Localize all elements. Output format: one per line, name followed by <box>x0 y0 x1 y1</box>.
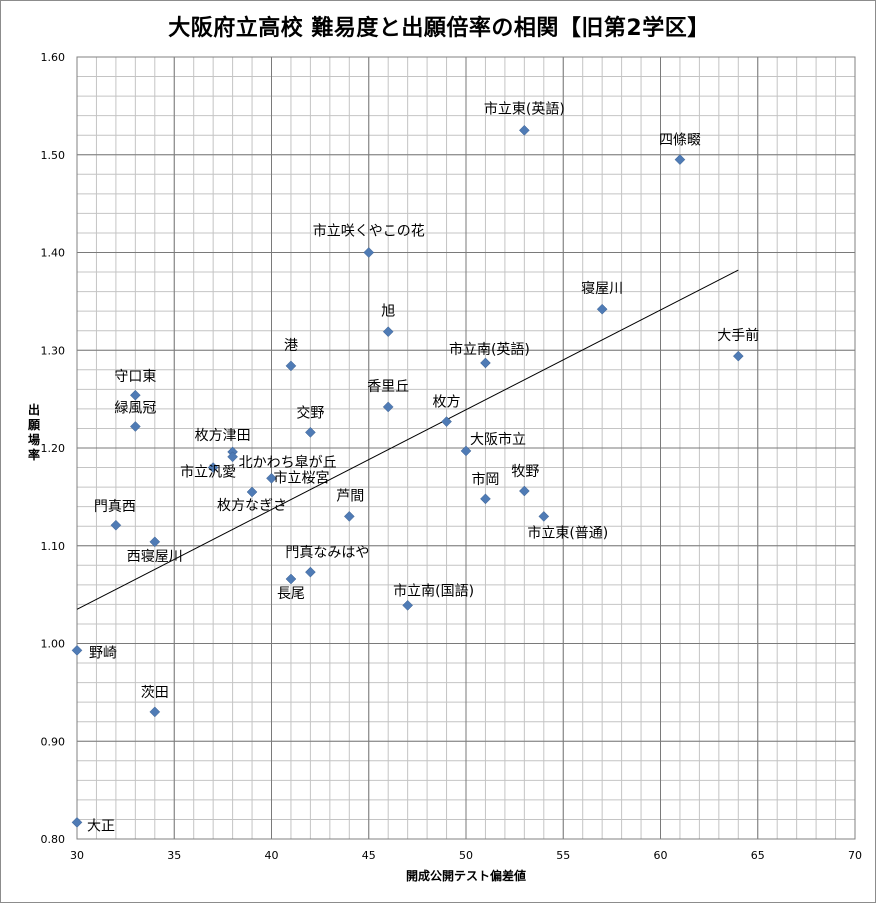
data-point-marker <box>732 350 744 362</box>
y-tick-label: 0.90 <box>41 735 66 748</box>
data-point-label: 市立咲くやこの花 <box>313 223 425 240</box>
x-tick-label: 40 <box>265 849 279 862</box>
data-point-marker <box>149 536 161 548</box>
data-point-marker <box>518 124 530 136</box>
data-point-label: 長尾 <box>277 586 305 602</box>
data-point-label: 門真西 <box>94 499 136 515</box>
data-point-label: 枚方津田 <box>195 428 251 444</box>
data-point-label: 大阪市立 <box>470 431 526 448</box>
data-point-marker <box>596 303 608 315</box>
data-point-marker <box>480 357 491 369</box>
data-point-label: 北かわち皐が丘 <box>239 454 337 471</box>
data-point-marker <box>71 817 83 828</box>
x-axis-label: 開成公開テスト偏差値 <box>406 868 526 883</box>
x-tick-label: 50 <box>459 849 473 862</box>
data-point-marker <box>285 573 297 585</box>
data-point-label: 守口東 <box>114 369 156 385</box>
data-point-label: 港 <box>284 338 298 354</box>
data-point-label: 門真なみはや <box>285 545 369 561</box>
y-tick-label: 1.30 <box>41 344 66 357</box>
data-point-marker <box>305 427 316 438</box>
data-point-marker <box>363 247 375 258</box>
data-point-label: 市立汎愛 <box>180 464 236 481</box>
data-point-label: 茨田 <box>141 685 169 701</box>
data-point-label: 市岡 <box>471 471 499 488</box>
data-point-label: 旭 <box>381 304 395 320</box>
data-point-marker <box>246 486 258 498</box>
x-tick-label: 55 <box>556 849 570 862</box>
data-point-label: 市立東(普通) <box>527 524 608 541</box>
data-point-marker <box>460 445 472 457</box>
axis-tick-labels: 30 35 40 45 50 55 60 65 70 0.80 0.90 1.00 1.10 1.20 1.… <box>41 51 863 862</box>
x-tick-label: 70 <box>848 849 862 862</box>
data-point-marker <box>285 360 297 372</box>
data-point-label: 芦間 <box>336 488 364 504</box>
y-tick-label: 1.00 <box>41 638 66 651</box>
chart-title: 大阪府立高校 難易度と出願倍率の相関【旧第2学区】 <box>168 16 710 41</box>
data-point-marker <box>110 519 122 531</box>
data-point-label: 西寝屋川 <box>127 548 183 565</box>
y-tick-label: 1.10 <box>41 540 66 553</box>
data-point-marker <box>129 389 141 401</box>
data-point-label: 緑風冠 <box>114 400 156 416</box>
data-point-marker <box>149 706 161 718</box>
y-tick-label: 0.80 <box>41 833 66 846</box>
data-point-marker <box>227 451 238 463</box>
data-point-label: 市立南(国語) <box>393 582 474 599</box>
data-point-label: 市立東(英語) <box>484 100 565 117</box>
data-point-label: 大手前 <box>717 327 759 344</box>
y-axis-label-char: 願 <box>27 418 41 432</box>
data-point-marker <box>266 472 277 484</box>
x-tick-label: 35 <box>167 849 181 862</box>
x-tick-label: 45 <box>362 849 376 862</box>
data-point-marker <box>402 600 414 611</box>
plot-area-border <box>76 56 856 840</box>
data-point-marker <box>538 511 550 522</box>
x-tick-label: 60 <box>654 849 668 862</box>
y-tick-label: 1.40 <box>41 247 66 260</box>
data-point-label: 四條畷 <box>659 133 701 149</box>
data-point-label: 大正 <box>87 818 115 834</box>
data-point-label: 枚方 <box>433 395 461 411</box>
data-point-marker <box>480 493 491 505</box>
data-point-marker <box>129 421 141 432</box>
data-point-marker <box>518 485 530 497</box>
data-point-marker <box>382 326 394 338</box>
y-axis-label-char: 場 <box>28 432 40 447</box>
data-point-label: 香里丘 <box>367 379 409 395</box>
trendline <box>76 269 739 610</box>
y-tick-label: 1.60 <box>41 51 66 64</box>
y-tick-label: 1.20 <box>41 442 66 455</box>
data-point-marker <box>71 644 83 656</box>
data-point-label: 牧野 <box>511 464 539 480</box>
data-point-marker <box>674 154 686 165</box>
data-point-label: 交野 <box>296 404 324 421</box>
data-point-marker <box>207 462 219 473</box>
data-point-marker <box>343 511 355 522</box>
data-point-marker <box>441 416 452 427</box>
data-point-marker <box>305 566 316 578</box>
y-axis-label-char: 出 <box>28 402 40 417</box>
y-tick-label: 1.50 <box>41 149 66 162</box>
data-points <box>71 124 744 828</box>
x-tick-label: 65 <box>751 849 765 862</box>
data-point-label: 寝屋川 <box>581 280 623 297</box>
y-axis-label-char: 率 <box>28 447 40 462</box>
data-point-label: 市立南(英語) <box>449 341 530 358</box>
data-point-marker <box>382 401 394 413</box>
data-point-label: 野崎 <box>89 645 117 661</box>
x-tick-label: 30 <box>70 849 84 862</box>
data-point-label: 市立桜宮 <box>274 469 330 486</box>
data-point-label: 枚方なぎさ <box>217 498 287 514</box>
